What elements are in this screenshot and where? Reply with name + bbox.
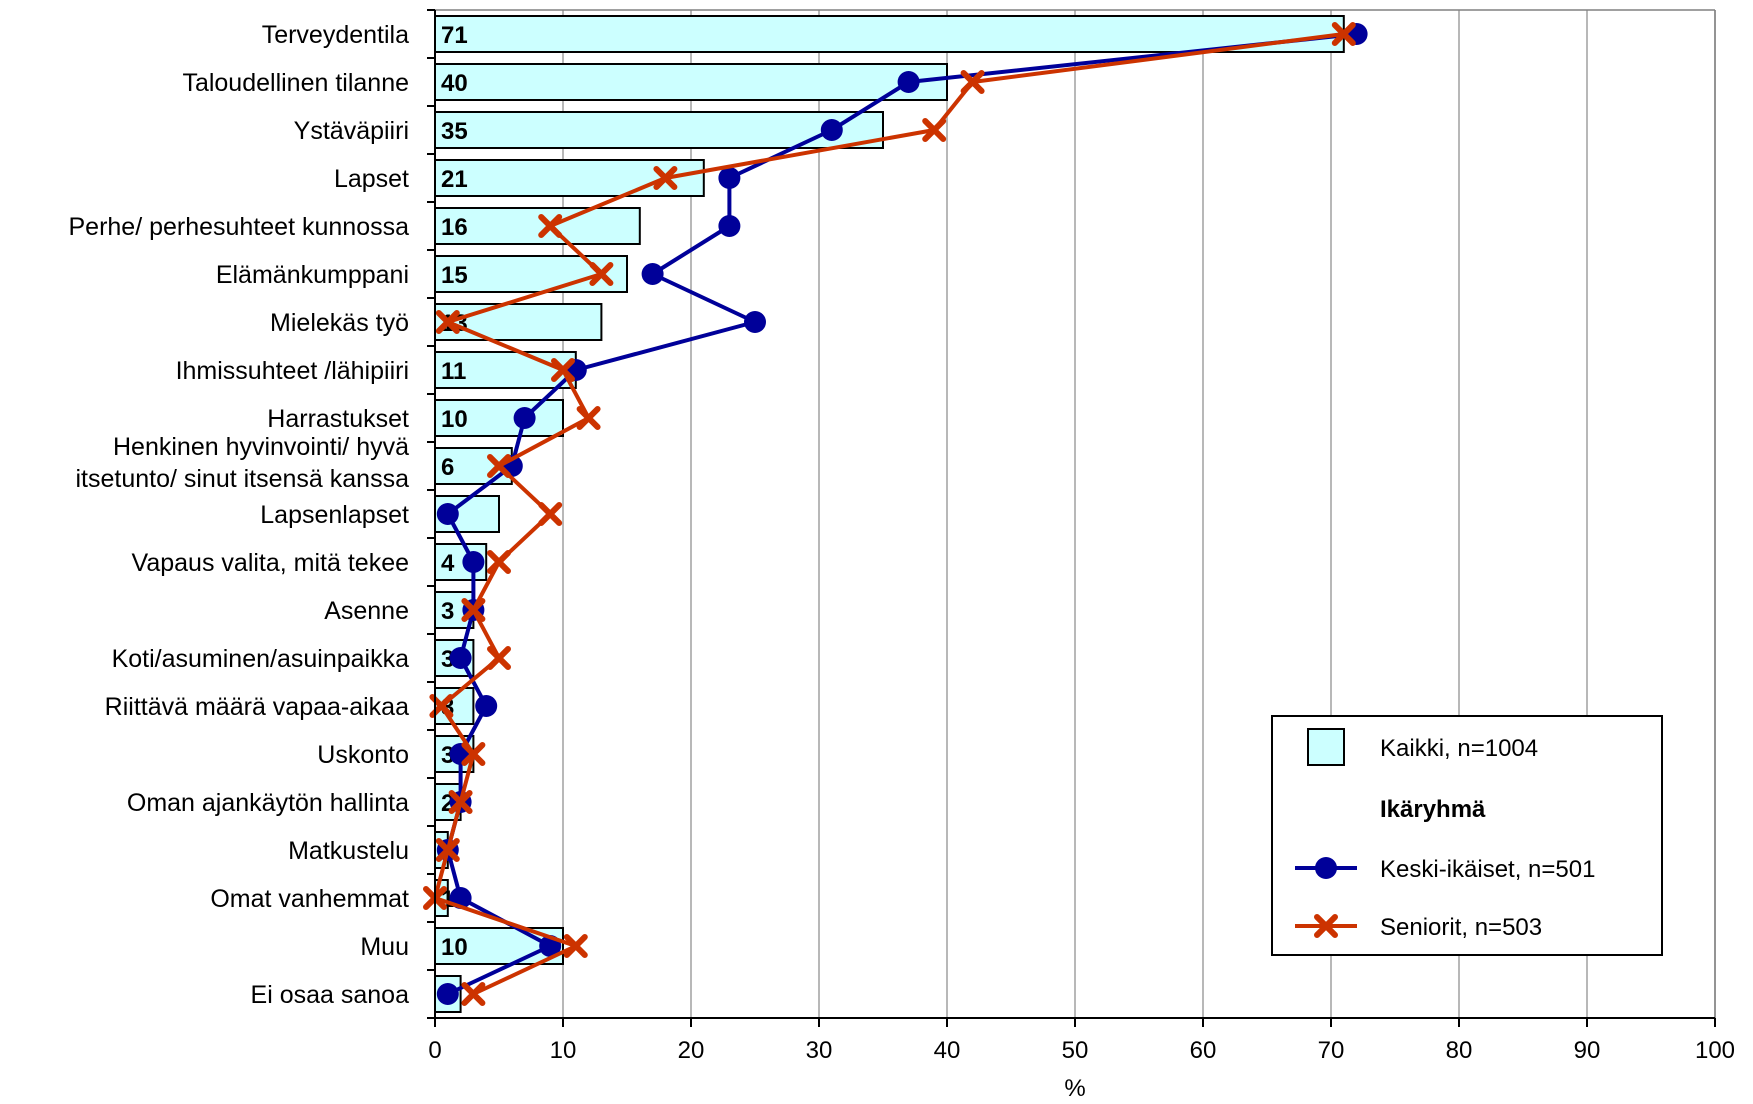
series-point-x (461, 742, 486, 766)
category-label: Terveydentila (262, 21, 409, 49)
category-label: Lapset (334, 165, 409, 193)
series-point-x (960, 70, 985, 94)
bar-data-label: 35 (441, 118, 468, 145)
series-point-x (653, 166, 678, 190)
series-point-circle (897, 71, 920, 93)
legend-label-senior: Seniorit, n=503 (1380, 914, 1542, 941)
series-point-circle (449, 647, 472, 669)
category-labels: Terveydentila Taloudellinen tilanne Ystävä… (68, 21, 409, 1009)
x-tick-label: 90 (1574, 1037, 1601, 1064)
category-label: Muu (360, 933, 409, 961)
x-tick-label: 20 (678, 1037, 705, 1064)
series-point-x (551, 358, 575, 382)
category-label: Oman ajankäytön hallinta (127, 789, 409, 817)
category-label: Elämänkumppani (216, 261, 409, 289)
x-tick-label: 100 (1695, 1037, 1735, 1064)
bar-data-label: 6 (441, 454, 454, 481)
bar (434, 15, 1345, 53)
series-point-circle (641, 263, 664, 285)
x-tick-label: 30 (806, 1037, 833, 1064)
series-point-x (922, 118, 947, 142)
category-label: Lapsenlapset (260, 501, 409, 529)
series-point-x (461, 982, 486, 1006)
bar-data-label: 4 (441, 550, 455, 577)
bar (434, 111, 884, 149)
bar-data-label: 10 (441, 406, 468, 433)
category-label: Riittävä määrä vapaa-aikaa (105, 693, 409, 721)
bar-data-label: 16 (441, 214, 468, 241)
bars (434, 15, 1345, 1013)
series-point-circle (475, 695, 498, 717)
series-point-x (487, 550, 511, 574)
series-point-circle (744, 311, 766, 333)
bar-data-label: 40 (441, 70, 468, 97)
series-point-circle (718, 215, 741, 237)
bar-data-label: 21 (441, 166, 468, 193)
series-point-x (576, 406, 601, 430)
legend-marker-middle (1315, 857, 1337, 879)
legend: Kaikki, n=1004 Ikäryhmä Keski-ikäiset, n… (1271, 715, 1663, 956)
legend-group-title: Ikäryhmä (1380, 796, 1486, 823)
series-point-circle (462, 551, 485, 573)
category-label: Omat vanhemmat (210, 885, 409, 913)
category-label: Henkinen hyvinvointi/ hyvä (113, 433, 409, 461)
bar-data-label: 15 (441, 262, 468, 289)
series-point-x (538, 502, 563, 526)
category-label: Harrastukset (267, 405, 409, 433)
bar (434, 63, 948, 101)
bar-data-label: 71 (441, 22, 468, 49)
category-label: Matkustelu (288, 837, 409, 865)
category-label: Uskonto (317, 741, 409, 769)
bar-data-label: 10 (441, 934, 468, 961)
series-lines (423, 22, 1368, 1006)
category-label: Taloudellinen tilanne (182, 69, 409, 97)
x-tick-label: 50 (1062, 1037, 1089, 1064)
x-tick-label: 10 (550, 1037, 577, 1064)
series-point-x (563, 934, 588, 958)
x-tick-label: 0 (428, 1037, 441, 1064)
category-label: itsetunto/ sinut itsensä kanssa (75, 465, 409, 493)
category-label: Ystäväpiiri (294, 117, 409, 145)
x-tick-label: 80 (1446, 1037, 1473, 1064)
bar-data-label: 3 (441, 598, 454, 625)
category-label: Mielekäs työ (270, 309, 409, 337)
series-point-x (435, 838, 460, 862)
legend-marker-senior (1314, 914, 1338, 938)
category-label: Vapaus valita, mitä tekee (132, 549, 409, 577)
bar (434, 159, 705, 197)
series-point-x (435, 310, 460, 334)
axes: 0 10 20 30 40 50 60 70 80 90 100% (427, 9, 1735, 1102)
series-point-x (538, 214, 563, 238)
category-label: Ihmissuhteet /lähipiiri (176, 357, 409, 385)
x-axis-title: % (1064, 1075, 1085, 1099)
series-point-circle (513, 407, 536, 429)
series-point-x (589, 262, 614, 286)
category-label: Asenne (324, 597, 409, 625)
legend-swatch-all (1307, 728, 1345, 766)
legend-label-all: Kaikki, n=1004 (1380, 735, 1538, 762)
series-point-circle (436, 983, 459, 1005)
category-label: Ei osaa sanoa (251, 981, 410, 1009)
x-tick-label: 60 (1190, 1037, 1217, 1064)
series-point-x (487, 646, 511, 670)
legend-label-middle: Keski-ikäiset, n=501 (1380, 856, 1595, 883)
series-point-x (487, 454, 511, 478)
series-point-x (448, 790, 473, 814)
category-label: Koti/asuminen/asuinpaikka (112, 645, 409, 673)
bar-data-label: 11 (441, 358, 466, 385)
x-tick-label: 40 (934, 1037, 961, 1064)
series-point-circle (718, 167, 741, 189)
series-point-x (1331, 22, 1356, 46)
series-point-circle (820, 119, 843, 141)
series-point-x (461, 598, 486, 622)
x-tick-label: 70 (1318, 1037, 1345, 1064)
category-label: Perhe/ perhesuhteet kunnossa (68, 213, 409, 241)
series-point-circle (436, 503, 459, 525)
